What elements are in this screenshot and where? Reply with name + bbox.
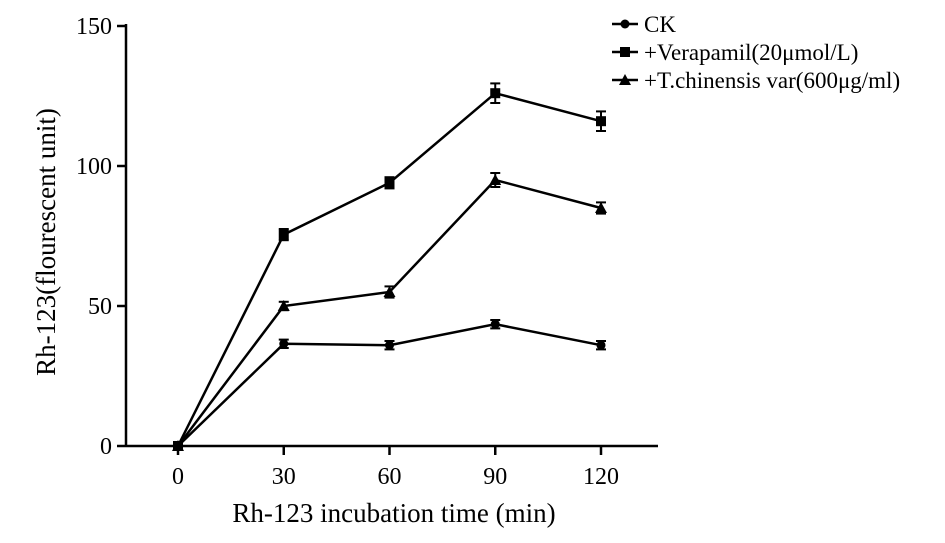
legend-item: CK: [612, 12, 676, 37]
data-point: [278, 229, 289, 240]
y-tick-label: 100: [76, 154, 112, 180]
data-point: [279, 339, 289, 349]
y-tick-label: 50: [88, 294, 112, 320]
legend-label: +T.chinensis var(600μg/ml): [644, 68, 900, 93]
legend-marker: [620, 19, 630, 29]
axes: [124, 24, 658, 448]
series-line: [177, 178, 602, 447]
legend-marker: [620, 47, 630, 57]
data-point: [596, 116, 606, 127]
data-point: [172, 440, 184, 451]
series-1: [173, 319, 606, 451]
data-point: [489, 174, 502, 185]
x-axis-title: Rh-123 incubation time (min): [232, 498, 555, 528]
legend-item: +T.chinensis var(600μg/ml): [612, 68, 900, 93]
data-point: [277, 300, 290, 311]
data-point: [384, 177, 395, 188]
series-line: [176, 91, 602, 447]
y-tick-label: 0: [100, 434, 112, 460]
data-point: [595, 202, 607, 213]
x-tick-label: 60: [378, 464, 402, 490]
x-tick-label: 120: [583, 464, 619, 490]
data-point: [385, 340, 394, 350]
series-2: [173, 82, 606, 451]
legend-label: CK: [644, 12, 676, 37]
y-ticks: 0 50 100 150: [76, 14, 126, 460]
data-point: [596, 340, 606, 350]
series-3: [172, 172, 607, 451]
y-axis-title: Rh-123(flourescent unit): [31, 108, 61, 376]
x-tick-label: 90: [483, 464, 507, 490]
data-point: [490, 319, 500, 329]
x-tick-label: 0: [172, 464, 184, 490]
legend-item: +Verapamil(20μmol/L): [612, 40, 858, 65]
data-point: [490, 88, 501, 99]
legend-label: +Verapamil(20μmol/L): [644, 40, 858, 65]
legend-marker: [619, 74, 631, 85]
legend: CK +Verapamil(20μmol/L) +T.chinensis var(6…: [612, 12, 900, 93]
series-layer: [172, 82, 607, 451]
y-tick-label: 150: [76, 14, 112, 40]
data-point: [383, 286, 396, 297]
x-tick-label: 30: [272, 464, 296, 490]
x-ticks: 0 30 60 90 120: [172, 446, 619, 490]
